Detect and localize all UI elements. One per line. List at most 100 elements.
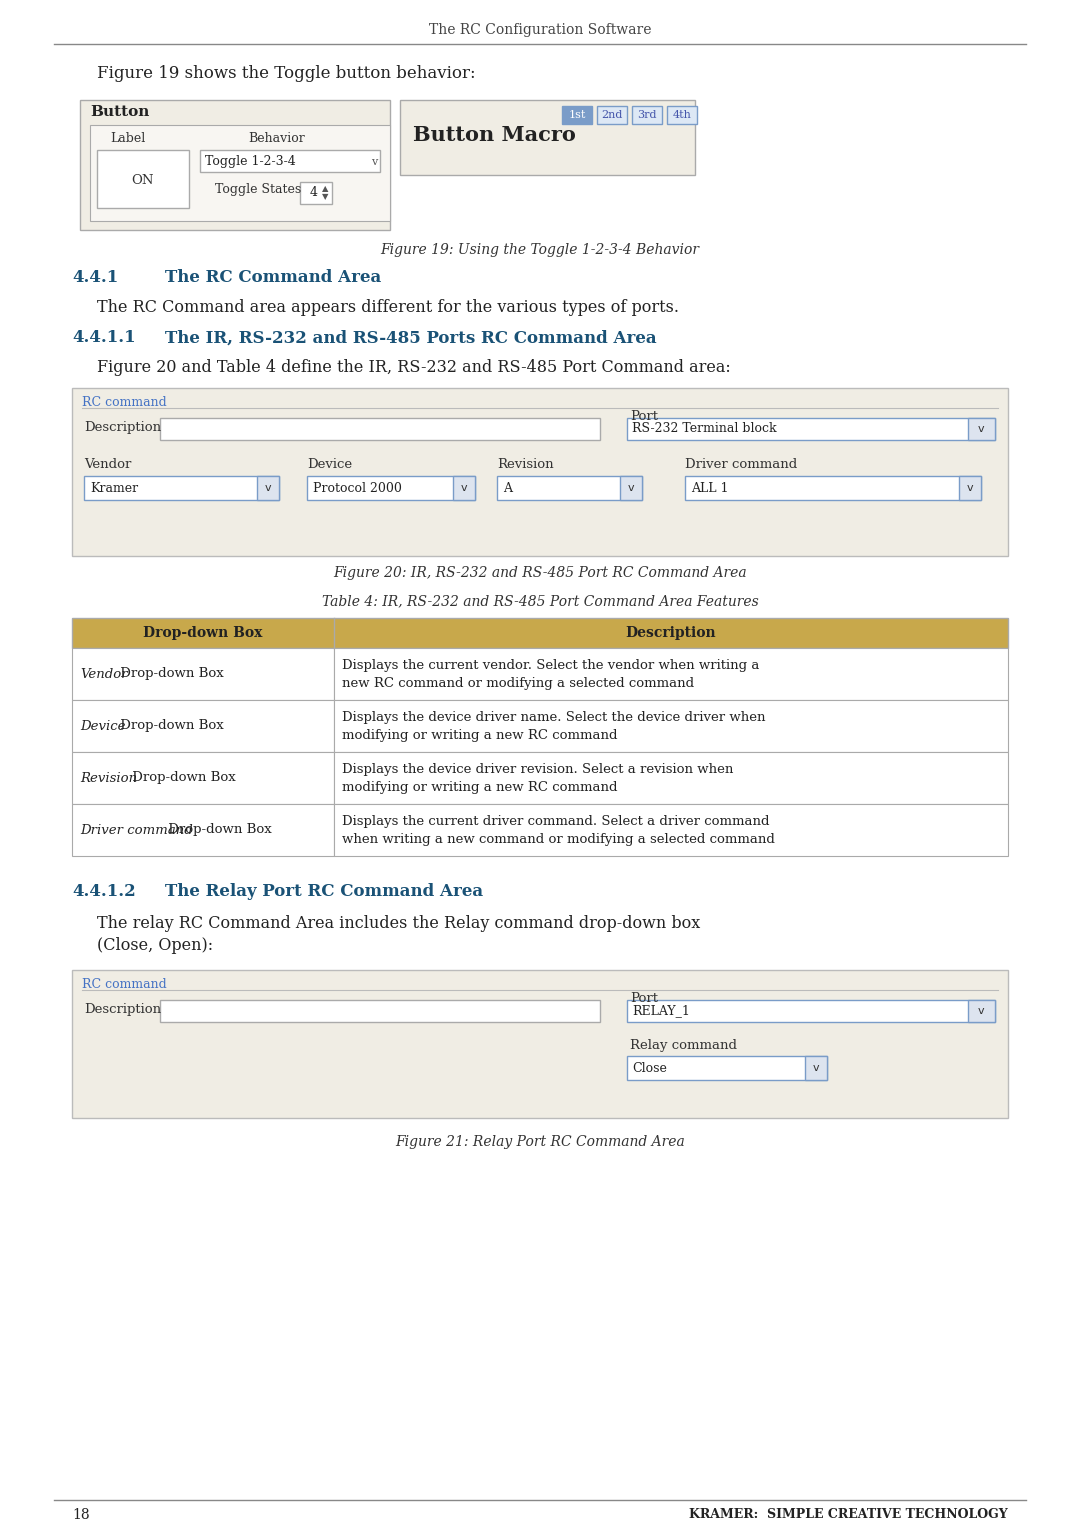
- Bar: [200, 150, 380, 171]
- Text: Figure 20 and Table 4 define the IR, RS-232 and RS-485 Port Command area:: Figure 20 and Table 4 define the IR, RS-…: [97, 359, 731, 376]
- Bar: [968, 417, 995, 440]
- Text: Revision: Revision: [80, 772, 137, 784]
- Text: v: v: [967, 483, 973, 492]
- Text: RC command: RC command: [82, 396, 166, 408]
- Text: Relay command: Relay command: [630, 1040, 737, 1052]
- Bar: [160, 417, 600, 440]
- Text: Table 4: IR, RS-232 and RS-485 Port Command Area Features: Table 4: IR, RS-232 and RS-485 Port Comm…: [322, 593, 758, 609]
- Text: Port: Port: [630, 410, 658, 422]
- Text: Drop-down Box: Drop-down Box: [144, 625, 262, 641]
- Text: Button Macro: Button Macro: [413, 125, 576, 145]
- Bar: [620, 476, 642, 500]
- Text: Displays the current driver command. Select a driver command: Displays the current driver command. Sel…: [342, 815, 769, 827]
- Text: RC command: RC command: [82, 977, 166, 991]
- Text: modifying or writing a new RC command: modifying or writing a new RC command: [342, 781, 618, 795]
- Text: ▼: ▼: [322, 193, 328, 202]
- Bar: [307, 476, 475, 500]
- Text: Device: Device: [307, 457, 352, 471]
- Text: modifying or writing a new RC command: modifying or writing a new RC command: [342, 729, 618, 743]
- Text: ALL 1: ALL 1: [691, 482, 729, 494]
- Text: 4.4.1: 4.4.1: [72, 269, 118, 286]
- Text: v: v: [977, 1006, 984, 1015]
- Text: Figure 20: IR, RS-232 and RS-485 Port RC Command Area: Figure 20: IR, RS-232 and RS-485 Port RC…: [334, 566, 746, 579]
- Bar: [627, 1000, 995, 1021]
- Bar: [627, 1057, 827, 1079]
- Bar: [257, 476, 279, 500]
- Text: Figure 21: Relay Port RC Command Area: Figure 21: Relay Port RC Command Area: [395, 1135, 685, 1148]
- Text: v: v: [627, 483, 634, 492]
- Bar: [90, 125, 390, 222]
- Bar: [72, 388, 1008, 557]
- Text: A: A: [503, 482, 512, 494]
- Bar: [805, 1057, 827, 1079]
- Text: v: v: [370, 157, 377, 167]
- Text: Toggle 1-2-3-4: Toggle 1-2-3-4: [205, 156, 296, 168]
- Text: Drop-down Box: Drop-down Box: [164, 824, 272, 836]
- Text: 4.4.1.2: 4.4.1.2: [72, 884, 136, 901]
- Text: Description: Description: [84, 422, 161, 434]
- Bar: [685, 476, 981, 500]
- Bar: [84, 476, 279, 500]
- Text: ON: ON: [132, 173, 154, 187]
- Text: 2nd: 2nd: [602, 110, 623, 119]
- Text: RELAY_1: RELAY_1: [632, 1005, 690, 1017]
- Text: The Relay Port RC Command Area: The Relay Port RC Command Area: [165, 884, 483, 901]
- Text: Displays the current vendor. Select the vendor when writing a: Displays the current vendor. Select the …: [342, 659, 759, 671]
- Text: The RC Command area appears different for the various types of ports.: The RC Command area appears different fo…: [97, 300, 679, 317]
- Text: v: v: [977, 424, 984, 434]
- Bar: [632, 106, 662, 124]
- Text: 18: 18: [72, 1508, 90, 1521]
- Bar: [562, 106, 592, 124]
- Bar: [400, 99, 696, 174]
- Text: 4.4.1.1: 4.4.1.1: [72, 330, 136, 347]
- Text: The RC Command Area: The RC Command Area: [165, 269, 381, 286]
- Text: RS-232 Terminal block: RS-232 Terminal block: [632, 422, 777, 436]
- Text: KRAMER:  SIMPLE CREATIVE TECHNOLOGY: KRAMER: SIMPLE CREATIVE TECHNOLOGY: [689, 1509, 1008, 1521]
- Text: when writing a new command or modifying a selected command: when writing a new command or modifying …: [342, 833, 774, 847]
- Text: Displays the device driver revision. Select a revision when: Displays the device driver revision. Sel…: [342, 763, 733, 775]
- Text: v: v: [461, 483, 468, 492]
- Text: ▲: ▲: [322, 185, 328, 194]
- Text: Protocol 2000: Protocol 2000: [313, 482, 402, 494]
- Bar: [968, 1000, 995, 1021]
- Text: Kramer: Kramer: [90, 482, 138, 494]
- Bar: [72, 700, 334, 752]
- Text: Description: Description: [84, 1003, 161, 1017]
- Text: 4th: 4th: [673, 110, 691, 119]
- Bar: [72, 804, 334, 856]
- Bar: [300, 182, 332, 203]
- Text: Behavior: Behavior: [248, 131, 305, 145]
- Bar: [627, 417, 995, 440]
- Text: Drop-down Box: Drop-down Box: [116, 720, 224, 732]
- Bar: [597, 106, 627, 124]
- Bar: [72, 648, 334, 700]
- Bar: [334, 700, 1008, 752]
- Bar: [72, 752, 334, 804]
- Text: Description: Description: [625, 625, 716, 641]
- Bar: [334, 752, 1008, 804]
- Text: Driver command: Driver command: [685, 457, 797, 471]
- Text: (Close, Open):: (Close, Open):: [97, 937, 213, 954]
- Text: Revision: Revision: [497, 457, 554, 471]
- Text: Vendor: Vendor: [80, 668, 127, 680]
- Text: The relay RC Command Area includes the Relay command drop-down box: The relay RC Command Area includes the R…: [97, 916, 700, 933]
- Text: Figure 19: Using the Toggle 1-2-3-4 Behavior: Figure 19: Using the Toggle 1-2-3-4 Beha…: [380, 243, 700, 257]
- Text: Figure 19 shows the Toggle button behavior:: Figure 19 shows the Toggle button behavi…: [97, 66, 475, 83]
- Text: The RC Configuration Software: The RC Configuration Software: [429, 23, 651, 37]
- Bar: [667, 106, 697, 124]
- Bar: [497, 476, 642, 500]
- Bar: [453, 476, 475, 500]
- Text: Driver command: Driver command: [80, 824, 192, 836]
- Bar: [80, 99, 390, 229]
- Text: 1st: 1st: [568, 110, 585, 119]
- Bar: [160, 1000, 600, 1021]
- Bar: [97, 150, 189, 208]
- Text: Port: Port: [630, 991, 658, 1005]
- Bar: [959, 476, 981, 500]
- Text: Drop-down Box: Drop-down Box: [129, 772, 235, 784]
- Text: The IR, RS-232 and RS-485 Ports RC Command Area: The IR, RS-232 and RS-485 Ports RC Comma…: [165, 330, 657, 347]
- Text: new RC command or modifying a selected command: new RC command or modifying a selected c…: [342, 677, 694, 691]
- Text: v: v: [265, 483, 271, 492]
- Text: Toggle States: Toggle States: [215, 183, 301, 197]
- Text: Close: Close: [632, 1061, 666, 1075]
